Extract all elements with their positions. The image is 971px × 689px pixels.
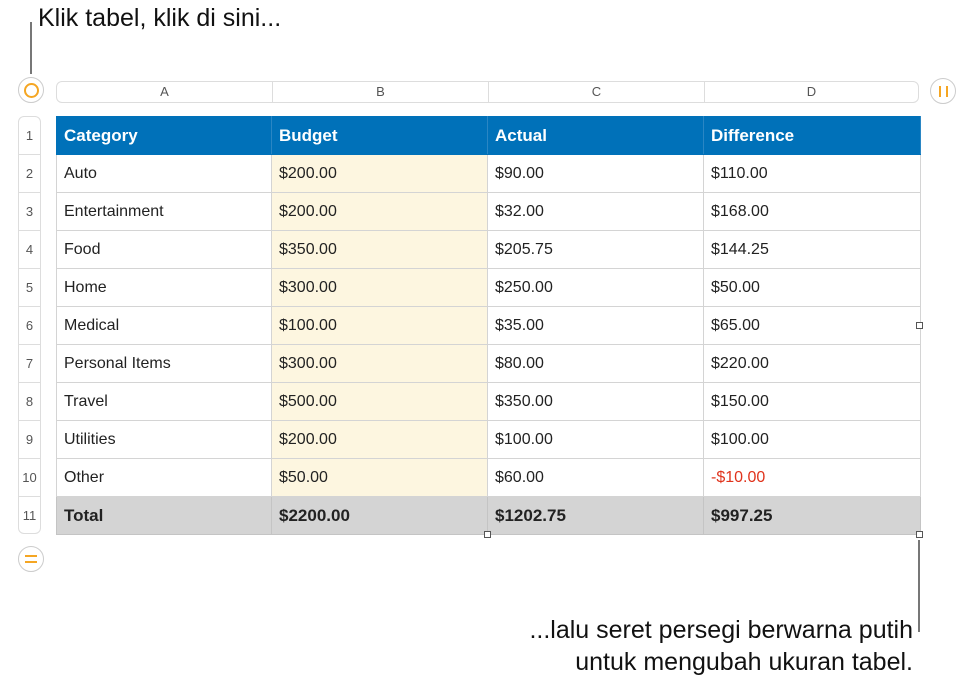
table-cell[interactable]: $350.00 — [271, 230, 488, 269]
column-header-a[interactable]: A — [57, 82, 273, 102]
row-header[interactable]: 10 — [19, 459, 40, 497]
table-cell[interactable]: $100.00 — [271, 306, 488, 345]
table-row: Food $350.00 $205.75 $144.25 — [56, 230, 921, 269]
table-cell[interactable]: $300.00 — [271, 344, 488, 383]
table-cell[interactable]: Home — [56, 268, 272, 307]
equals-icon — [25, 555, 37, 563]
table-cell[interactable]: Medical — [56, 306, 272, 345]
table-cell[interactable]: $150.00 — [703, 382, 921, 421]
callout-bottom-line1: ...lalu seret persegi berwarna putih — [529, 616, 913, 644]
header-row: Category Budget Actual Difference — [56, 116, 921, 155]
table-cell[interactable]: $220.00 — [703, 344, 921, 383]
header-cell[interactable]: Category — [56, 116, 272, 155]
circle-icon — [23, 82, 39, 98]
table-cell[interactable]: $60.00 — [487, 458, 704, 497]
row-header[interactable]: 5 — [19, 269, 40, 307]
header-cell[interactable]: Difference — [703, 116, 921, 155]
table-cell[interactable]: $110.00 — [703, 154, 921, 193]
callout-bottom-line2: untuk mengubah ukuran tabel. — [575, 648, 913, 676]
table-cell[interactable]: -$10.00 — [703, 458, 921, 497]
column-header-b[interactable]: B — [273, 82, 489, 102]
row-header[interactable]: 9 — [19, 421, 40, 459]
table-cell[interactable]: $200.00 — [271, 154, 488, 193]
table-row: Travel $500.00 $350.00 $150.00 — [56, 382, 921, 421]
table-cell[interactable]: $50.00 — [271, 458, 488, 497]
callout-line-bottom — [918, 540, 920, 632]
pause-bars-icon — [938, 85, 948, 97]
table-cell[interactable]: Utilities — [56, 420, 272, 459]
header-cell[interactable]: Actual — [487, 116, 704, 155]
row-header[interactable]: 3 — [19, 193, 40, 231]
callout-line-top — [30, 22, 32, 74]
table-cell[interactable]: $100.00 — [703, 420, 921, 459]
row-header[interactable]: 1 — [19, 117, 40, 155]
table-cell[interactable]: $200.00 — [271, 192, 488, 231]
row-header[interactable]: 4 — [19, 231, 40, 269]
table-row: Entertainment $200.00 $32.00 $168.00 — [56, 192, 921, 231]
total-cell[interactable]: $997.25 — [703, 496, 921, 535]
table-cell[interactable]: $90.00 — [487, 154, 704, 193]
row-header[interactable]: 7 — [19, 345, 40, 383]
table-cell[interactable]: Other — [56, 458, 272, 497]
row-header[interactable]: 6 — [19, 307, 40, 345]
table-row: Personal Items $300.00 $80.00 $220.00 — [56, 344, 921, 383]
row-header-bar[interactable]: 1 2 3 4 5 6 7 8 9 10 11 — [18, 116, 41, 534]
row-header[interactable]: 8 — [19, 383, 40, 421]
table-cell[interactable]: Entertainment — [56, 192, 272, 231]
table-row: Utilities $200.00 $100.00 $100.00 — [56, 420, 921, 459]
table-cell[interactable]: $168.00 — [703, 192, 921, 231]
table-cell[interactable]: $500.00 — [271, 382, 488, 421]
table-cell[interactable]: Travel — [56, 382, 272, 421]
resize-handle-corner[interactable] — [916, 531, 923, 538]
total-row: Total $2200.00 $1202.75 $997.25 — [56, 496, 921, 535]
total-cell[interactable]: $2200.00 — [271, 496, 488, 535]
callout-bottom: ...lalu seret persegi berwarna putih unt… — [529, 614, 913, 678]
table-cell[interactable]: $205.75 — [487, 230, 704, 269]
table-cell[interactable]: $144.25 — [703, 230, 921, 269]
total-cell[interactable]: $1202.75 — [487, 496, 704, 535]
table-cell[interactable]: $65.00 — [703, 306, 921, 345]
table-cell[interactable]: $350.00 — [487, 382, 704, 421]
add-row-button[interactable] — [18, 546, 44, 572]
table-select-button[interactable] — [18, 77, 44, 103]
table-cell[interactable]: Food — [56, 230, 272, 269]
add-column-button[interactable] — [930, 78, 956, 104]
table-cell[interactable]: $300.00 — [271, 268, 488, 307]
column-header-c[interactable]: C — [489, 82, 705, 102]
table-cell[interactable]: $80.00 — [487, 344, 704, 383]
total-cell[interactable]: Total — [56, 496, 272, 535]
table-cell[interactable]: $250.00 — [487, 268, 704, 307]
resize-handle-right[interactable] — [916, 322, 923, 329]
table-cell[interactable]: $32.00 — [487, 192, 704, 231]
callout-top: Klik tabel, klik di sini... — [38, 4, 282, 32]
budget-table[interactable]: Category Budget Actual Difference Auto $2… — [56, 116, 921, 535]
column-header-bar[interactable]: A B C D — [56, 81, 919, 103]
header-cell[interactable]: Budget — [271, 116, 488, 155]
table-cell[interactable]: $50.00 — [703, 268, 921, 307]
table-row: Medical $100.00 $35.00 $65.00 — [56, 306, 921, 345]
row-header[interactable]: 11 — [22, 508, 37, 523]
table-cell[interactable]: $200.00 — [271, 420, 488, 459]
table-cell[interactable]: Auto — [56, 154, 272, 193]
table-row: Home $300.00 $250.00 $50.00 — [56, 268, 921, 307]
table-row: Auto $200.00 $90.00 $110.00 — [56, 154, 921, 193]
column-header-d[interactable]: D — [806, 84, 817, 99]
table-cell[interactable]: $35.00 — [487, 306, 704, 345]
row-header[interactable]: 2 — [19, 155, 40, 193]
table-row: Other $50.00 $60.00 -$10.00 — [56, 458, 921, 497]
table-cell[interactable]: Personal Items — [56, 344, 272, 383]
table-cell[interactable]: $100.00 — [487, 420, 704, 459]
resize-handle-bottom[interactable] — [484, 531, 491, 538]
